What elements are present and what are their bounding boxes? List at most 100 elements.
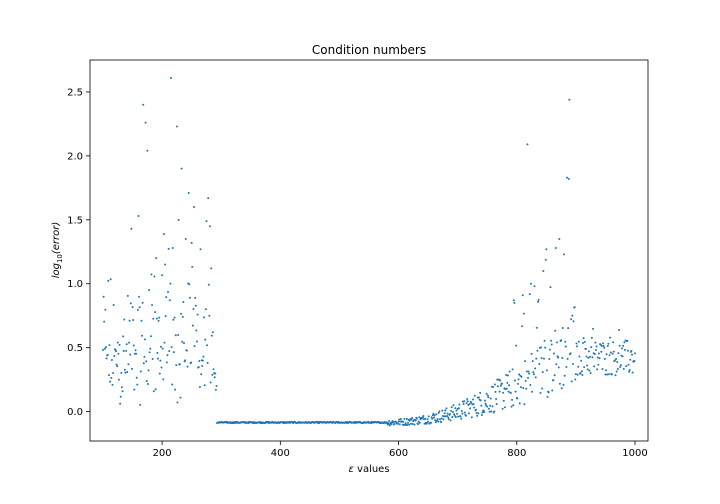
scatter-point (142, 362, 145, 365)
scatter-point (207, 197, 210, 200)
scatter-point (427, 415, 430, 418)
scatter-point (167, 247, 170, 250)
scatter-point (535, 357, 538, 360)
scatter-point (193, 345, 196, 348)
scatter-point (112, 371, 115, 374)
scatter-point (592, 327, 595, 330)
scatter-point (107, 279, 110, 282)
scatter-point (129, 302, 132, 305)
scatter-point (186, 365, 189, 368)
scatter-point (511, 368, 514, 371)
scatter-point (145, 380, 148, 383)
scatter-point (163, 341, 166, 344)
scatter-point (620, 347, 623, 350)
scatter-point (134, 349, 137, 352)
scatter-point (606, 373, 609, 376)
scatter-point (211, 331, 214, 334)
scatter-point (142, 103, 145, 106)
y-tick-label: 1.5 (67, 215, 83, 226)
scatter-point (116, 341, 119, 344)
scatter-point (492, 386, 495, 389)
scatter-point (204, 338, 207, 341)
scatter-point (415, 417, 418, 420)
scatter-point (128, 341, 131, 344)
scatter-point (174, 334, 177, 337)
scatter-point (208, 314, 211, 317)
scatter-point (579, 371, 582, 374)
scatter-point (190, 361, 193, 364)
scatter-point (569, 352, 572, 355)
scatter-point (550, 343, 553, 346)
scatter-point (188, 296, 191, 299)
scatter-point (561, 357, 564, 360)
scatter-point (531, 390, 534, 393)
scatter-point (548, 348, 551, 351)
scatter-point (156, 351, 159, 354)
scatter-point (430, 416, 433, 419)
scatter-point (187, 191, 190, 194)
scatter-point (440, 417, 443, 420)
scatter-point (141, 334, 144, 337)
y-axis-label-base: log (51, 263, 62, 278)
scatter-point (584, 347, 587, 350)
scatter-point (208, 225, 211, 228)
scatter-point (206, 344, 209, 347)
scatter-point (173, 316, 176, 319)
scatter-point (570, 318, 573, 321)
scatter-point (151, 358, 154, 361)
scatter-point (135, 376, 138, 379)
scatter-point (434, 419, 437, 422)
scatter-point (564, 340, 567, 343)
scatter-point (529, 384, 532, 386)
scatter-point (547, 391, 550, 394)
scatter-point (622, 344, 625, 347)
scatter-point (211, 373, 214, 376)
scatter-point (588, 369, 591, 372)
scatter-point (386, 423, 389, 426)
scatter-point (201, 364, 204, 367)
x-tick-label: 400 (271, 448, 290, 459)
scatter-point (413, 423, 416, 426)
scatter-point (540, 357, 543, 360)
scatter-point (410, 418, 413, 421)
scatter-point (553, 374, 556, 377)
scatter-point (534, 367, 537, 370)
scatter-point (580, 370, 583, 373)
scatter-point (149, 335, 152, 338)
scatter-point (392, 421, 395, 424)
scatter-point (177, 218, 180, 221)
scatter-point (213, 376, 216, 379)
scatter-point (207, 283, 210, 286)
scatter-point (493, 410, 496, 413)
scatter-point (453, 413, 456, 416)
scatter-point (536, 349, 539, 352)
scatter-point (160, 366, 163, 369)
scatter-point (125, 343, 128, 346)
scatter-point (596, 356, 599, 359)
scatter-point (138, 295, 141, 298)
scatter-point (430, 421, 433, 424)
scatter-point (537, 298, 540, 301)
scatter-point (481, 411, 484, 414)
scatter-point (607, 373, 610, 376)
scatter-point (393, 423, 396, 425)
scatter-point (616, 368, 619, 371)
scatter-point (198, 386, 201, 389)
scatter-point (398, 418, 401, 421)
scatter-point (543, 339, 546, 342)
scatter-point (111, 383, 114, 386)
scatter-point (495, 403, 498, 406)
scatter-point (567, 327, 570, 330)
scatter-point (396, 422, 399, 425)
scatter-point (470, 416, 473, 419)
scatter-point (154, 388, 157, 391)
scatter-point (591, 356, 594, 359)
scatter-point (541, 387, 544, 390)
scatter-point (146, 149, 149, 152)
scatter-point (605, 369, 608, 372)
scatter-point (562, 383, 565, 386)
y-tick-label: 2.5 (67, 87, 83, 98)
scatter-point (446, 412, 449, 415)
scatter-point (388, 420, 391, 423)
